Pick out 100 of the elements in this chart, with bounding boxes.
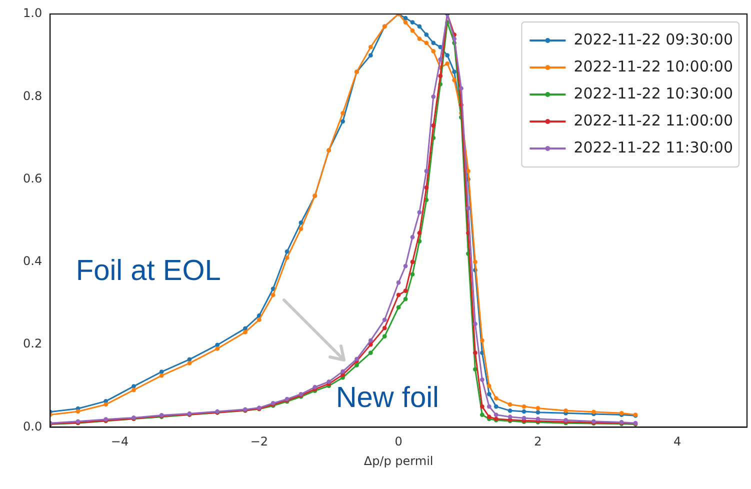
point [340,110,345,116]
point [486,384,492,388]
point [486,392,492,396]
point [508,414,512,420]
point [284,256,290,260]
point [431,40,436,46]
point [354,363,359,368]
point [284,249,290,254]
point [473,350,478,356]
point [410,234,415,240]
point [159,373,164,378]
y-tick-label: 0.0 [22,419,42,434]
point [431,123,436,128]
legend-label: 2022-11-22 10:30:00 [574,84,734,102]
point [424,32,429,37]
point [159,370,164,374]
point [508,402,512,407]
annotation: Foil at EOL [76,255,221,288]
point [480,412,484,418]
point [298,226,304,232]
point [215,346,220,351]
point [424,185,429,190]
point [396,280,401,285]
point [340,369,345,374]
point [368,350,373,356]
point [403,20,408,24]
point [536,406,540,410]
point [326,380,332,384]
point [438,57,443,62]
point [494,396,498,400]
point [480,404,484,409]
annotation: New foil [336,382,439,414]
x-tick-label: 2 [534,434,542,449]
point [382,334,387,338]
point [431,94,436,99]
y-tick-label: 1.0 [22,6,42,20]
point [417,24,422,29]
point [494,404,498,409]
point [466,206,470,210]
x-axis-title: Δp/p permil [364,454,434,468]
point [132,388,136,392]
point [410,260,415,264]
x-tick-label: −4 [110,434,129,449]
x-tick-label: −2 [250,434,268,449]
point [459,86,464,91]
point [424,40,429,46]
point [417,36,422,41]
legend-label: 2022-11-22 11:00:00 [574,111,734,130]
point [396,305,401,310]
legend-label: 2022-11-22 10:00:00 [574,57,734,76]
point [403,296,408,302]
x-tick-label: 0 [394,434,402,449]
point [522,416,526,420]
point [431,48,436,54]
point [417,210,422,215]
point [424,168,429,174]
point [508,408,512,413]
point [480,377,484,382]
point [368,342,373,347]
y-tick-label: 0.4 [22,254,42,268]
point [396,292,401,298]
point [445,53,450,58]
point [417,230,422,236]
point [438,74,443,78]
y-tick-label: 0.2 [22,336,42,351]
point [382,318,387,322]
point [452,70,456,74]
legend-label: 2022-11-22 09:30:00 [574,30,734,48]
point [403,264,408,268]
point [452,78,456,82]
point [76,409,80,414]
point [445,61,450,66]
point [187,360,192,366]
point [410,272,415,277]
point [452,36,456,41]
y-tick-label: 0.8 [22,88,42,103]
point [256,318,262,322]
point [243,330,248,334]
point [410,20,415,24]
point [564,408,568,413]
point [480,338,484,343]
x-tick-label: 4 [673,434,682,449]
point [382,326,387,330]
point [536,410,540,415]
point [368,44,373,50]
point [486,404,492,409]
point [522,404,526,409]
point [368,338,373,343]
point [104,402,108,407]
y-tick-label: 0.6 [22,171,42,186]
legend-label: 2022-11-22 11:30:00 [574,138,734,156]
point [473,260,478,264]
point [494,412,498,418]
point [243,326,248,331]
point [522,409,526,414]
point [340,119,345,124]
point [403,288,408,294]
point [410,28,415,33]
point [473,322,478,326]
point [132,384,136,388]
